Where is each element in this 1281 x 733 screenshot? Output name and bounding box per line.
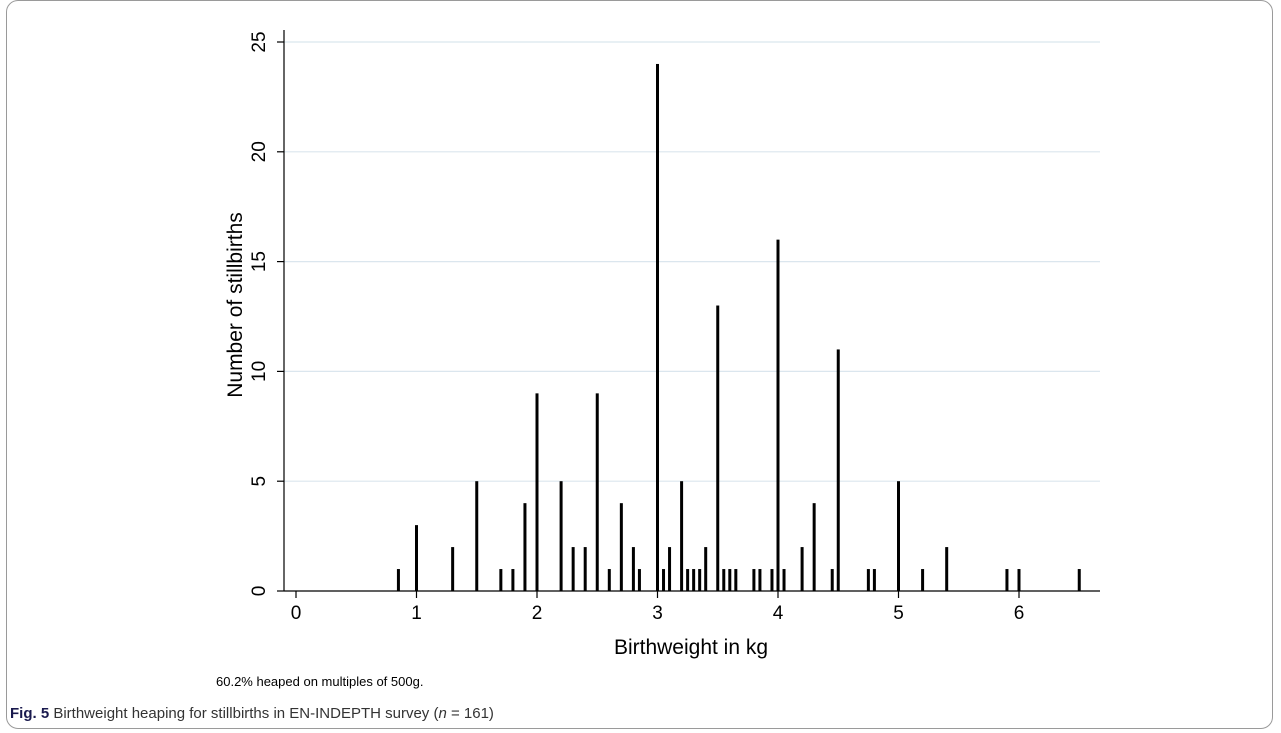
- bar: [945, 547, 949, 591]
- bar: [728, 569, 732, 591]
- bar: [668, 547, 672, 591]
- bar: [637, 569, 641, 591]
- bar: [571, 547, 575, 591]
- bar: [523, 503, 527, 591]
- x-tick-label: 5: [893, 603, 904, 624]
- bar: [559, 481, 563, 591]
- bar: [1017, 569, 1021, 591]
- heaping-note: 60.2% heaped on multiples of 500g.: [216, 674, 424, 689]
- x-tick-label: 4: [773, 603, 784, 624]
- bar: [836, 349, 840, 591]
- bar: [692, 569, 696, 591]
- bar: [800, 547, 804, 591]
- y-tick-label: 20: [249, 141, 270, 162]
- bar: [752, 569, 756, 591]
- x-axis-label: Birthweight in kg: [614, 636, 768, 659]
- bar: [921, 569, 925, 591]
- bar: [812, 503, 816, 591]
- bar: [897, 481, 900, 591]
- bar: [734, 569, 738, 591]
- bar: [758, 569, 762, 591]
- bar: [830, 569, 834, 591]
- bar: [451, 547, 455, 591]
- bar: [535, 393, 539, 591]
- caption-text: Birthweight heaping for stillbirths in E…: [49, 705, 439, 722]
- bar: [704, 547, 708, 591]
- bars: [396, 63, 1081, 591]
- y-tick-label: 5: [249, 476, 270, 487]
- bar: [698, 569, 702, 591]
- bar: [722, 569, 726, 591]
- bar: [872, 569, 876, 591]
- bar: [511, 569, 515, 591]
- bar: [415, 525, 418, 591]
- bar: [396, 569, 400, 591]
- caption-n-symbol: n: [438, 705, 447, 722]
- bar: [631, 547, 635, 591]
- y-tick-label: 10: [249, 361, 270, 382]
- x-tick-label: 0: [291, 603, 302, 624]
- bar: [716, 305, 720, 591]
- tick-labels: 0 5 10 15 20 25 0 1 2 3 4 5 6: [249, 31, 1024, 624]
- bar: [686, 569, 690, 591]
- bar: [782, 569, 786, 591]
- x-tick-label: 2: [532, 603, 543, 624]
- bar: [595, 393, 599, 591]
- caption-text-end: = 161): [446, 705, 494, 722]
- y-axis-label: Number of stillbirths: [224, 212, 247, 398]
- bar: [662, 569, 666, 591]
- bar: [499, 569, 503, 591]
- bar: [1005, 569, 1009, 591]
- x-tick-label: 1: [411, 603, 422, 624]
- x-tick-label: 3: [652, 603, 663, 624]
- bar: [1077, 569, 1081, 591]
- gridlines: [284, 41, 1100, 482]
- figure-frame: [6, 0, 1273, 729]
- bar: [475, 481, 479, 591]
- figure-caption: Fig. 5 Birthweight heaping for stillbirt…: [10, 705, 494, 722]
- bar: [866, 569, 870, 591]
- bar: [680, 481, 684, 591]
- y-tick-label: 15: [249, 251, 270, 272]
- bar: [619, 503, 623, 591]
- bar: [583, 547, 587, 591]
- bar: [776, 239, 780, 591]
- axes: [277, 30, 1100, 598]
- bar: [770, 569, 774, 591]
- x-tick-label: 6: [1014, 603, 1025, 624]
- bar: [607, 569, 611, 591]
- figure-label: Fig. 5: [10, 705, 50, 722]
- y-tick-label: 25: [249, 31, 270, 52]
- bar: [656, 63, 659, 591]
- y-tick-label: 0: [249, 586, 270, 597]
